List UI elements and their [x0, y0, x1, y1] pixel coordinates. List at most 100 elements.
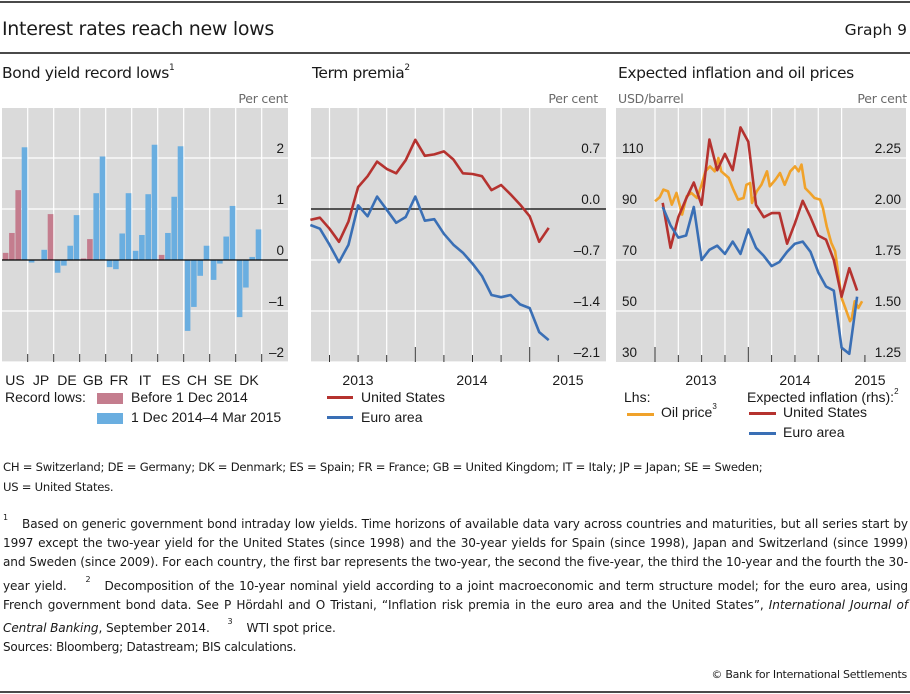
legend-lhs-label: Lhs:: [624, 389, 651, 405]
bar-ch-5-year: [191, 260, 197, 307]
footnote-ref: 2: [404, 62, 410, 73]
bond-yield-chart: 2 1 0 –1 –2 US JP DE GB FR IT ES CH SE DK: [2, 108, 288, 388]
bar-jp-30-year: [47, 214, 54, 260]
y-tick-label: 0.7: [581, 141, 600, 156]
bar-ch-10-year: [197, 260, 203, 276]
legend-line-infl-us: [749, 412, 776, 415]
footnote-3: WTI spot price.: [246, 621, 336, 636]
plot-background: [616, 108, 906, 362]
category-label-es: ES: [162, 372, 181, 388]
footnote-ref: 2: [894, 387, 899, 397]
panel-title-term-premia: Term premia2: [312, 62, 410, 82]
footnote-1-mark: 1: [3, 513, 8, 522]
x-tick-label: 2013: [685, 372, 716, 388]
legend-label-us: United States: [361, 389, 446, 405]
sources: Sources: Bloomberg; Datastream; BIS calc…: [3, 640, 297, 654]
graph-title: Interest rates reach new lows: [2, 18, 274, 40]
series-line-inflation-euro-area: [661, 205, 859, 356]
footnote-2-journal: International Journal of Central Banking: [3, 597, 909, 636]
bar-es-30-year: [177, 146, 184, 260]
bar-dk-10-year: [249, 256, 255, 260]
x-tick-label: 2013: [342, 372, 373, 388]
plot-background: [2, 108, 288, 362]
bar-it-2-year: [132, 250, 139, 260]
footnote-ref: 3: [712, 402, 717, 412]
y-tick-label: –2: [269, 345, 284, 360]
bar-se-30-year: [229, 205, 236, 260]
footnote-1: Based on generic government bond intrada…: [3, 517, 908, 593]
legend-label-before: Before 1 Dec 2014: [131, 389, 248, 405]
bar-gb-30-year: [99, 156, 106, 260]
y-tick-label-right: 1.75: [875, 243, 901, 258]
bar-it-5-year: [139, 235, 145, 260]
panel-title-bond-yields: Bond yield record lows1: [2, 62, 175, 82]
abbreviations-line-2: US = United States.: [3, 480, 114, 494]
legend-line-infl-ea: [749, 432, 776, 435]
x-tick-label: 2015: [854, 372, 885, 388]
inflation-oil-chart: 110 2.25 90 2.00 70 1.75 50 1.50 30 1.25 2013 2014 2…: [616, 108, 906, 388]
bar-se-10-year: [223, 236, 229, 260]
bar-ch-2-year: [184, 260, 191, 331]
legend-line-oil: [627, 413, 654, 416]
header-rule: [0, 52, 910, 54]
bond-unit-label: Per cent: [238, 91, 288, 106]
legend-rhs-text: Expected inflation (rhs):: [747, 389, 895, 405]
y-tick-label: 0.0: [581, 192, 600, 207]
bar-de-5-year: [61, 260, 67, 266]
series-line-euro-area: [309, 195, 550, 342]
plot-background: [311, 108, 606, 362]
category-label-dk: DK: [239, 372, 259, 388]
legend-swatch-recent: [97, 413, 123, 424]
panel-title-text: Bond yield record lows: [2, 64, 169, 82]
footnote-2-end: , September 2014.: [98, 621, 210, 636]
category-label-de: DE: [57, 372, 76, 388]
y-tick-label: 0: [276, 243, 284, 258]
legend-label-infl-us: United States: [783, 404, 868, 420]
panel-title-text: Term premia: [312, 64, 405, 82]
y-tick-label: –2.1: [574, 345, 600, 360]
series-line-inflation-united-states: [661, 126, 859, 299]
x-tick-label: 2015: [552, 372, 583, 388]
bar-jp-2-year: [28, 260, 35, 263]
legend-label-recent: 1 Dec 2014–4 Mar 2015: [131, 409, 282, 425]
bar-se-5-year: [217, 260, 223, 264]
footnote-ref: 1: [168, 62, 175, 73]
bar-us-30-year: [21, 147, 28, 260]
bar-de-10-year: [67, 245, 73, 260]
series-line-united-states: [310, 138, 550, 244]
y-tick-label-left: 70: [622, 243, 637, 258]
bar-de-30-year: [73, 215, 80, 260]
copyright: © Bank for International Settlements: [711, 668, 907, 681]
y-tick-label-right: 1.50: [875, 294, 901, 309]
bar-ch-30-year: [203, 245, 210, 260]
bar-it-10-year: [145, 194, 151, 260]
legend-label-ea: Euro area: [361, 409, 423, 425]
legend-label-infl-ea: Euro area: [783, 424, 845, 440]
category-label-se: SE: [214, 372, 233, 388]
category-label-jp: JP: [33, 372, 49, 388]
bar-gb-10-year: [93, 193, 99, 260]
y-tick-label-right: 2.25: [875, 141, 901, 156]
panel-title-inflation-oil: Expected inflation and oil prices: [618, 64, 854, 82]
category-label-fr: FR: [110, 372, 129, 388]
bottom-rule: [0, 691, 910, 693]
y-tick-label: 1: [276, 192, 284, 207]
bar-fr-30-year: [125, 193, 132, 260]
inflation-unit-label: Per cent: [857, 91, 907, 106]
term-premia-chart: 0.7 0.0 –0.7 –1.4 –2.1 2013 2014 2015: [309, 108, 606, 388]
legend-oil-text: Oil price: [661, 404, 713, 420]
bar-gb-5-year: [87, 239, 93, 260]
category-label-us: US: [5, 372, 24, 388]
y-tick-label: 2: [276, 141, 284, 156]
footnote-2-mark: 2: [85, 574, 91, 584]
footnote-2: Decomposition of the 10-year nominal yie…: [3, 578, 908, 612]
x-tick-label: 2014: [456, 372, 487, 388]
y-tick-label-left: 110: [622, 141, 644, 156]
bar-it-30-year: [151, 144, 158, 260]
y-tick-label: –1.4: [574, 294, 601, 309]
bar-se-2-year: [210, 260, 217, 280]
bar-es-5-year: [165, 232, 171, 260]
bar-us-2-year: [2, 252, 9, 260]
oil-unit-label: USD/barrel: [618, 91, 684, 106]
